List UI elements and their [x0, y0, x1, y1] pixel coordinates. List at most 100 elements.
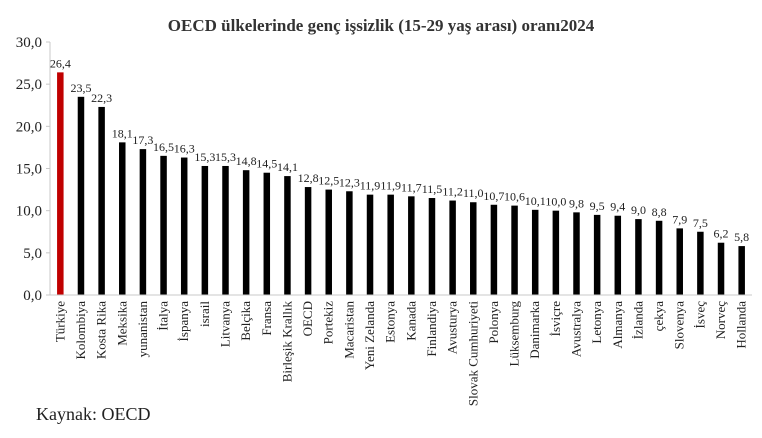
bar: [366, 194, 374, 295]
bar: [346, 191, 353, 295]
bar: [738, 246, 745, 295]
data-label: 17,3: [132, 133, 153, 147]
bars: [57, 72, 745, 295]
data-label: 10,0: [545, 195, 566, 209]
category-label: Avustralya: [569, 301, 584, 357]
category-label: Macaristan: [341, 301, 356, 359]
category-label: yunanistan: [135, 301, 150, 358]
category-label: Slovenya: [672, 301, 687, 350]
y-tick-label: 30,0: [16, 35, 42, 51]
bar: [408, 196, 415, 295]
category-label: İzlanda: [630, 301, 645, 339]
bar: [119, 142, 126, 295]
data-label: 11,7: [401, 180, 422, 194]
category-label: Letonya: [589, 301, 604, 344]
category-label: Litvanya: [218, 301, 233, 347]
data-label: 22,3: [91, 91, 112, 105]
bar: [428, 198, 436, 295]
category-label: Portekiz: [321, 301, 336, 345]
bar: [160, 155, 167, 295]
bar: [242, 170, 250, 295]
data-label: 5,8: [734, 230, 749, 244]
bar: [573, 212, 580, 295]
category-label: İsviçre: [548, 301, 563, 337]
category-label: Kolombiya: [73, 301, 88, 360]
category-label: Avusturya: [445, 301, 460, 354]
y-axis: 0,0 5,0 10,0 15,0 20,0 25,0 30,0: [16, 35, 51, 304]
data-label: 15,3: [215, 150, 236, 164]
y-tick-label: 0,0: [23, 288, 42, 304]
bar: [717, 242, 725, 295]
bar: [284, 176, 291, 295]
bar: [222, 165, 229, 295]
data-label: 16,3: [174, 142, 195, 156]
bar: [325, 189, 332, 295]
category-label: Slovak Cumhuriyeti: [465, 301, 480, 406]
category-label: Finlandiya: [424, 301, 439, 357]
data-label: 11,5: [422, 182, 443, 196]
y-tick-label: 10,0: [16, 204, 42, 220]
data-label: 12,3: [339, 175, 360, 189]
bar: [201, 165, 209, 295]
data-label: 7,9: [672, 212, 687, 226]
data-label: 10,6: [504, 190, 525, 204]
data-label: 18,1: [112, 126, 133, 140]
bar: [614, 215, 622, 295]
y-tick-label: 25,0: [16, 77, 42, 93]
category-label: Polonya: [486, 301, 501, 344]
bar: [697, 231, 704, 295]
data-label: 9,5: [590, 199, 605, 213]
data-label: 16,5: [153, 140, 174, 154]
chart-title: OECD ülkelerinde genç işsizlik (15-29 ya…: [168, 16, 595, 35]
data-labels: 26,423,522,318,1 17,3 16,5 16,315,3 15,3 14,8…: [50, 56, 749, 244]
source-note: Kaynak: OECD: [36, 404, 151, 424]
category-label: İspanya: [176, 301, 191, 342]
data-label: 23,5: [70, 81, 91, 95]
data-label: 9,4: [610, 200, 625, 214]
data-label: 14,1: [277, 160, 298, 174]
category-label: israil: [197, 301, 212, 327]
category-label: Lüksemburg: [507, 301, 522, 367]
category-label: Danimarka: [527, 301, 542, 359]
bar: [635, 219, 642, 295]
data-label: 9,0: [631, 203, 646, 217]
bar: [77, 96, 85, 295]
category-label: Meksika: [114, 301, 129, 346]
bar: [98, 106, 105, 295]
x-axis: Türkiye Kolombiya Kosta Rika Meksika yunanis…: [50, 294, 752, 406]
y-tick-label: 5,0: [23, 246, 42, 262]
data-label: 8,8: [652, 205, 667, 219]
data-label: 15,3: [194, 150, 215, 164]
bar: [676, 228, 683, 295]
data-label: 9,8: [569, 196, 584, 210]
category-label: OECD: [300, 301, 315, 336]
bar: [552, 210, 560, 295]
y-tick-label: 15,0: [16, 162, 42, 178]
data-label: 7,5: [693, 216, 708, 230]
category-label: Norveç: [713, 301, 728, 339]
data-label: 6,2: [714, 227, 729, 241]
bar: [57, 72, 64, 295]
bar: [304, 187, 312, 295]
data-label: 10,1: [525, 194, 546, 208]
category-label: Estonya: [383, 301, 398, 343]
category-label: Birleşik Krallık: [279, 301, 294, 383]
category-label: Kanada: [403, 301, 418, 341]
bar: [531, 209, 539, 295]
category-label: İtalya: [156, 301, 171, 331]
category-label: Kosta Rika: [94, 301, 109, 359]
category-label: Fransa: [259, 301, 274, 336]
category-label: Hollanda: [734, 301, 749, 349]
data-label: 26,4: [50, 56, 71, 70]
category-label: Belçika: [238, 301, 253, 341]
bar: [593, 214, 601, 295]
bar: [387, 194, 394, 295]
data-label: 11,9: [360, 179, 381, 193]
data-label: 10,7: [483, 189, 504, 203]
data-label: 14,5: [256, 157, 277, 171]
bar: [490, 204, 498, 295]
data-label: 11,0: [463, 186, 484, 200]
category-label: Almanya: [610, 301, 625, 349]
